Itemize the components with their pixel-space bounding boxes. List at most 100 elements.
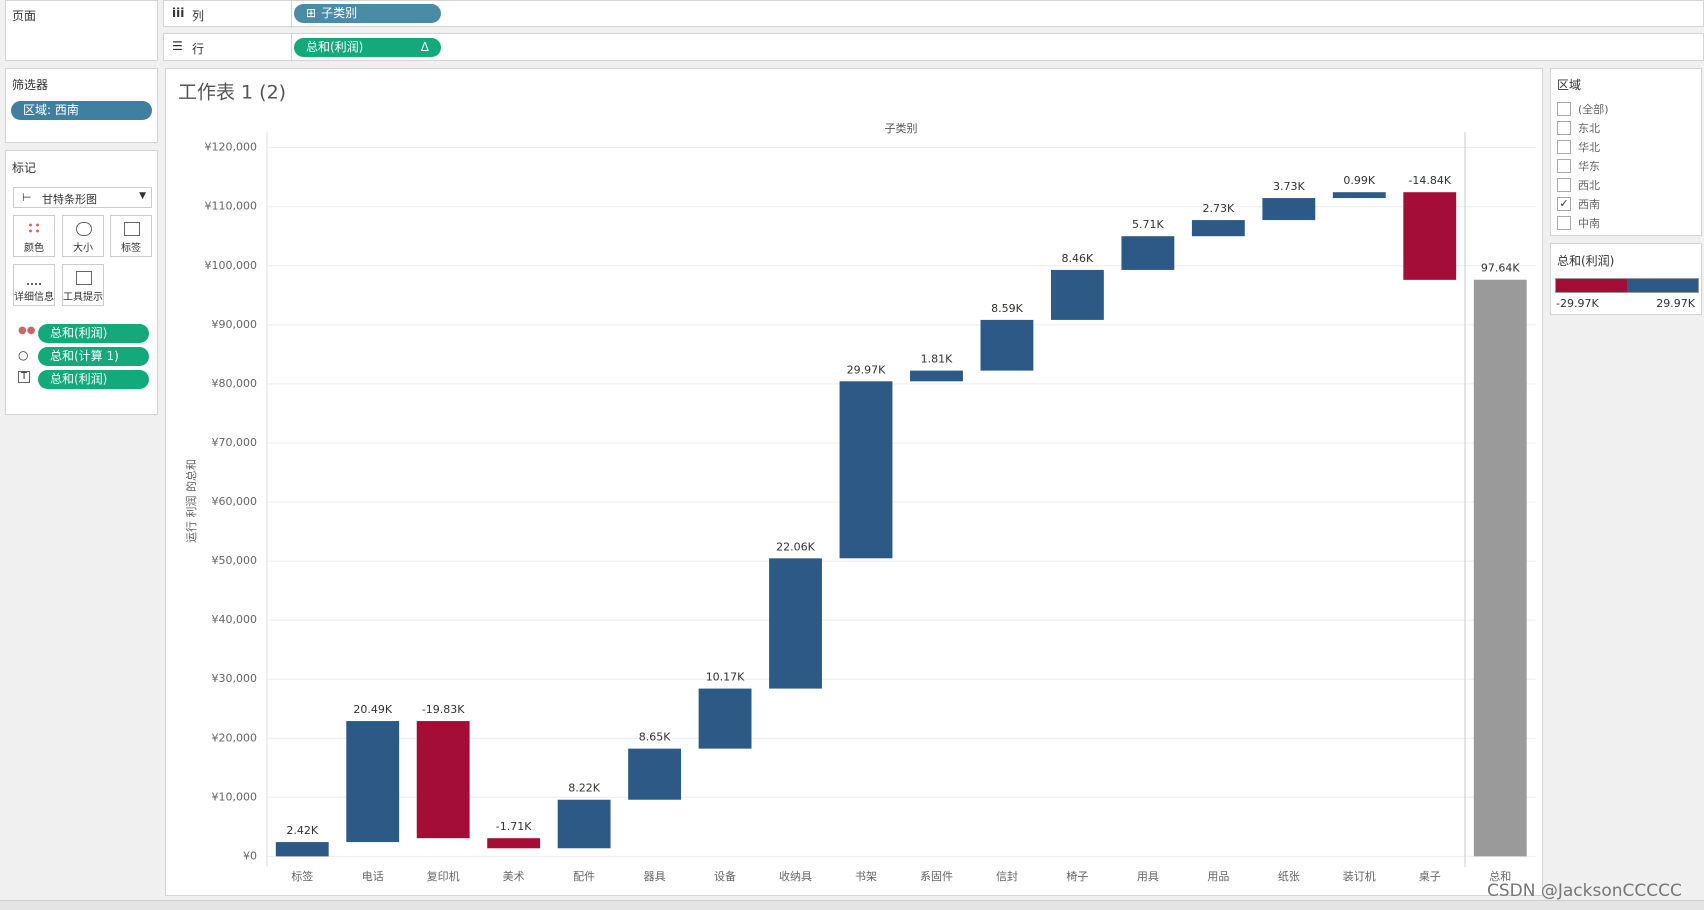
checkbox[interactable] — [1557, 159, 1571, 173]
columns-pill[interactable]: ⊞ 子类别 — [294, 4, 441, 23]
checkbox[interactable] — [1557, 140, 1571, 154]
bar — [1262, 198, 1316, 221]
value-label: 1.81K — [921, 353, 953, 366]
mark-button[interactable]: 标签 — [110, 215, 152, 257]
value-label: 8.46K — [1062, 252, 1094, 265]
legend-label: -29.97K — [1556, 297, 1599, 310]
value-label: 10.17K — [706, 671, 745, 684]
value-label: 8.22K — [568, 782, 600, 795]
x-tick-label: 纸张 — [1278, 870, 1300, 883]
panel-title: 标记 — [12, 161, 37, 175]
bar — [980, 319, 1034, 371]
x-tick-label: 电话 — [362, 870, 384, 883]
checkbox-label: 华东 — [1578, 160, 1600, 173]
chart: 工作表 1 (2) 子类别 运行 利润 的总和 ¥0 ¥10,000 ¥20,000… — [178, 82, 1536, 883]
x-tick-label: 收纳具 — [779, 869, 812, 883]
panel-title: 区域 — [1557, 78, 1582, 92]
x-tick-label: 配件 — [573, 870, 595, 883]
value-label: 29.97K — [847, 363, 886, 376]
y-tick-label: ¥70,000 — [212, 436, 258, 449]
panel-title: 页面 — [12, 9, 37, 23]
x-tick-label: 复印机 — [427, 869, 460, 883]
checkbox[interactable] — [1557, 121, 1571, 135]
x-tick-label: 标签 — [291, 869, 313, 883]
button-label: 工具提示 — [63, 292, 103, 303]
mark-button[interactable]: 颜色 — [13, 215, 55, 257]
value-label: 2.73K — [1202, 202, 1234, 215]
mark-button[interactable]: 工具提示 — [62, 264, 104, 306]
divider — [291, 1, 292, 28]
shelf-label: 列 — [192, 9, 205, 23]
x-tick-label: 系固件 — [920, 870, 953, 883]
tab-bar — [0, 900, 1704, 910]
value-label: 8.65K — [639, 731, 671, 744]
value-label: 0.99K — [1343, 174, 1375, 187]
checkbox[interactable] — [1557, 216, 1571, 230]
y-tick-label: ¥20,000 — [212, 731, 258, 744]
columns-shelf: iii 列 ⊞ 子类别 — [163, 0, 1704, 28]
bar — [698, 688, 752, 749]
bar — [416, 721, 470, 839]
checkbox-label: 华北 — [1578, 141, 1600, 154]
value-label: 97.64K — [1481, 262, 1520, 275]
mark-pill[interactable]: 总和(计算 1) — [38, 347, 149, 366]
filters-panel: 筛选器 区域: 西南 — [5, 68, 158, 143]
panel-title: 筛选器 — [12, 78, 49, 92]
y-tick-label: ¥100,000 — [205, 259, 258, 272]
x-tick-label: 用具 — [1137, 870, 1159, 883]
divider — [291, 34, 292, 62]
shelf-label: 行 — [192, 42, 205, 56]
x-tick-label: 总和 — [1489, 869, 1511, 883]
y-tick-label: ¥110,000 — [205, 200, 258, 213]
checkbox-label: 西南 — [1578, 198, 1600, 211]
button-label: 标签 — [121, 243, 141, 254]
shelf-icon: ☰ — [172, 39, 183, 53]
mark-button[interactable]: 详细信息 — [13, 264, 55, 306]
y-tick-label: ¥80,000 — [212, 377, 258, 390]
worksheet: 工作表 1 (2) 子类别 运行 利润 的总和 ¥0 ¥10,000 ¥20,000… — [165, 68, 1543, 896]
rows-pill[interactable]: 总和(利润) Δ — [294, 38, 441, 57]
y-tick-label: ¥10,000 — [212, 790, 258, 803]
bar — [275, 842, 329, 857]
bar — [1050, 269, 1104, 320]
value-label: -1.71K — [496, 820, 532, 833]
total-bar — [1473, 279, 1527, 857]
button-label: 大小 — [73, 243, 93, 254]
mark-pill[interactable]: 总和(利润) — [38, 324, 149, 343]
checkbox-label: (全部) — [1578, 103, 1609, 116]
checkbox[interactable] — [1557, 102, 1571, 116]
pill-icon: T — [18, 371, 30, 383]
legend-label: 29.97K — [1656, 297, 1695, 310]
y-tick-label: ¥30,000 — [212, 672, 258, 685]
color-legend: 总和(利润) -29.97K 29.97K — [1550, 243, 1702, 315]
checkbox[interactable]: ✓ — [1557, 197, 1571, 211]
mark-button[interactable]: 大小 — [62, 215, 104, 257]
x-tick-label: 用品 — [1207, 870, 1229, 883]
x-tick-label: 装订机 — [1343, 869, 1376, 883]
shelf-icon: iii — [172, 6, 185, 20]
checkbox-label: 中南 — [1578, 217, 1600, 230]
mark-type-dropdown[interactable]: ⊢ 甘特条形图 ▼ — [13, 187, 152, 208]
value-label: -19.83K — [422, 703, 465, 716]
mark-pill[interactable]: 总和(利润) — [38, 370, 149, 389]
y-tick-label: ¥50,000 — [212, 554, 258, 567]
marks-panel: 标记 ⊢ 甘特条形图 ▼ 颜色 大小 标签 详细信息 工具提示 ●● 总和(利润… — [5, 150, 158, 415]
y-tick-label: ¥120,000 — [205, 141, 258, 154]
x-tick-label: 设备 — [714, 869, 736, 883]
x-tick-label: 美术 — [503, 870, 525, 883]
pill-text: 子类别 — [321, 6, 358, 20]
x-tick-label: 桌子 — [1419, 870, 1441, 883]
bar — [1332, 192, 1386, 199]
bar — [910, 370, 963, 382]
legend-gradient — [1555, 278, 1699, 293]
pill-text: 总和(利润) — [306, 40, 364, 54]
checkbox[interactable] — [1557, 178, 1571, 192]
button-label: 颜色 — [24, 243, 44, 254]
bar — [1191, 220, 1245, 237]
region-filter: 区域 (全部) 东北 华北 华东 西北 ✓ 西南 中南 — [1550, 68, 1702, 236]
y-tick-label: ¥0 — [243, 849, 257, 862]
x-tick-label: 信封 — [996, 869, 1018, 883]
value-label: 2.42K — [286, 824, 318, 837]
filter-pill[interactable]: 区域: 西南 — [11, 101, 152, 120]
